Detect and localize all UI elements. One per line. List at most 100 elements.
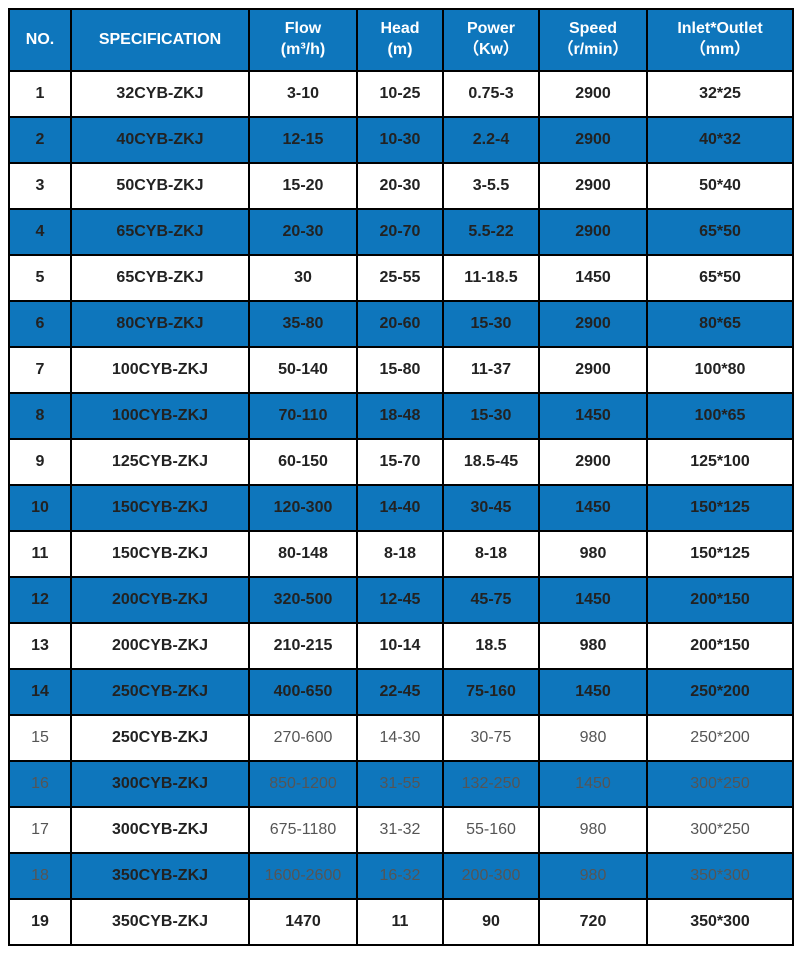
cell-no: 15 xyxy=(9,715,71,761)
cell-speed: 2900 xyxy=(539,301,647,347)
cell-speed: 980 xyxy=(539,715,647,761)
cell-flow: 210-215 xyxy=(249,623,357,669)
cell-no: 3 xyxy=(9,163,71,209)
cell-flow: 20-30 xyxy=(249,209,357,255)
col-header-spec: SPECIFICATION xyxy=(71,9,249,71)
cell-no: 7 xyxy=(9,347,71,393)
cell-head: 20-30 xyxy=(357,163,443,209)
cell-head: 10-14 xyxy=(357,623,443,669)
cell-inout: 250*200 xyxy=(647,669,793,715)
cell-no: 13 xyxy=(9,623,71,669)
cell-flow: 1470 xyxy=(249,899,357,945)
table-row: 9125CYB-ZKJ60-15015-7018.5-452900125*100 xyxy=(9,439,793,485)
cell-flow: 30 xyxy=(249,255,357,301)
cell-spec: 32CYB-ZKJ xyxy=(71,71,249,117)
cell-speed: 1450 xyxy=(539,255,647,301)
table-row: 16300CYB-ZKJ850-120031-55132-2501450300*… xyxy=(9,761,793,807)
cell-power: 0.75-3 xyxy=(443,71,539,117)
cell-inout: 50*40 xyxy=(647,163,793,209)
cell-inout: 300*250 xyxy=(647,761,793,807)
cell-speed: 1450 xyxy=(539,393,647,439)
cell-no: 1 xyxy=(9,71,71,117)
cell-head: 20-60 xyxy=(357,301,443,347)
cell-power: 30-45 xyxy=(443,485,539,531)
spec-table: NO. SPECIFICATION Flow(m³/h) Head(m) Pow… xyxy=(8,8,794,946)
table-row: 18350CYB-ZKJ1600-260016-32200-300980350*… xyxy=(9,853,793,899)
cell-spec: 65CYB-ZKJ xyxy=(71,209,249,255)
cell-inout: 100*80 xyxy=(647,347,793,393)
cell-flow: 80-148 xyxy=(249,531,357,577)
cell-spec: 100CYB-ZKJ xyxy=(71,347,249,393)
cell-no: 2 xyxy=(9,117,71,163)
cell-no: 9 xyxy=(9,439,71,485)
cell-speed: 2900 xyxy=(539,117,647,163)
cell-flow: 60-150 xyxy=(249,439,357,485)
cell-flow: 3-10 xyxy=(249,71,357,117)
cell-speed: 2900 xyxy=(539,163,647,209)
cell-inout: 150*125 xyxy=(647,531,793,577)
cell-flow: 50-140 xyxy=(249,347,357,393)
cell-head: 12-45 xyxy=(357,577,443,623)
cell-no: 10 xyxy=(9,485,71,531)
cell-flow: 70-110 xyxy=(249,393,357,439)
cell-spec: 125CYB-ZKJ xyxy=(71,439,249,485)
cell-power: 132-250 xyxy=(443,761,539,807)
cell-flow: 120-300 xyxy=(249,485,357,531)
cell-speed: 2900 xyxy=(539,209,647,255)
cell-inout: 80*65 xyxy=(647,301,793,347)
cell-power: 3-5.5 xyxy=(443,163,539,209)
cell-speed: 1450 xyxy=(539,577,647,623)
cell-flow: 675-1180 xyxy=(249,807,357,853)
cell-power: 200-300 xyxy=(443,853,539,899)
cell-power: 75-160 xyxy=(443,669,539,715)
cell-spec: 200CYB-ZKJ xyxy=(71,577,249,623)
cell-head: 16-32 xyxy=(357,853,443,899)
cell-no: 19 xyxy=(9,899,71,945)
cell-spec: 40CYB-ZKJ xyxy=(71,117,249,163)
cell-no: 14 xyxy=(9,669,71,715)
table-body: 132CYB-ZKJ3-1010-250.75-3290032*25240CYB… xyxy=(9,71,793,945)
cell-spec: 250CYB-ZKJ xyxy=(71,669,249,715)
cell-head: 10-25 xyxy=(357,71,443,117)
cell-spec: 150CYB-ZKJ xyxy=(71,485,249,531)
cell-head: 10-30 xyxy=(357,117,443,163)
cell-no: 8 xyxy=(9,393,71,439)
table-row: 13200CYB-ZKJ210-21510-1418.5980200*150 xyxy=(9,623,793,669)
cell-spec: 100CYB-ZKJ xyxy=(71,393,249,439)
table-row: 10150CYB-ZKJ120-30014-4030-451450150*125 xyxy=(9,485,793,531)
cell-flow: 1600-2600 xyxy=(249,853,357,899)
cell-power: 55-160 xyxy=(443,807,539,853)
cell-head: 15-80 xyxy=(357,347,443,393)
cell-inout: 150*125 xyxy=(647,485,793,531)
table-row: 8100CYB-ZKJ70-11018-4815-301450100*65 xyxy=(9,393,793,439)
cell-flow: 12-15 xyxy=(249,117,357,163)
cell-speed: 980 xyxy=(539,531,647,577)
cell-speed: 2900 xyxy=(539,347,647,393)
cell-flow: 15-20 xyxy=(249,163,357,209)
cell-power: 90 xyxy=(443,899,539,945)
cell-speed: 980 xyxy=(539,623,647,669)
table-row: 17300CYB-ZKJ675-118031-3255-160980300*25… xyxy=(9,807,793,853)
cell-flow: 270-600 xyxy=(249,715,357,761)
cell-power: 5.5-22 xyxy=(443,209,539,255)
cell-head: 14-30 xyxy=(357,715,443,761)
cell-flow: 850-1200 xyxy=(249,761,357,807)
cell-spec: 350CYB-ZKJ xyxy=(71,853,249,899)
cell-head: 8-18 xyxy=(357,531,443,577)
cell-power: 2.2-4 xyxy=(443,117,539,163)
cell-head: 11 xyxy=(357,899,443,945)
cell-power: 8-18 xyxy=(443,531,539,577)
cell-flow: 400-650 xyxy=(249,669,357,715)
cell-head: 31-32 xyxy=(357,807,443,853)
cell-power: 15-30 xyxy=(443,393,539,439)
cell-no: 4 xyxy=(9,209,71,255)
table-row: 15250CYB-ZKJ270-60014-3030-75980250*200 xyxy=(9,715,793,761)
cell-power: 30-75 xyxy=(443,715,539,761)
cell-spec: 300CYB-ZKJ xyxy=(71,807,249,853)
cell-speed: 1450 xyxy=(539,761,647,807)
cell-speed: 1450 xyxy=(539,485,647,531)
table-row: 7100CYB-ZKJ50-14015-8011-372900100*80 xyxy=(9,347,793,393)
cell-power: 15-30 xyxy=(443,301,539,347)
cell-speed: 2900 xyxy=(539,439,647,485)
cell-spec: 80CYB-ZKJ xyxy=(71,301,249,347)
